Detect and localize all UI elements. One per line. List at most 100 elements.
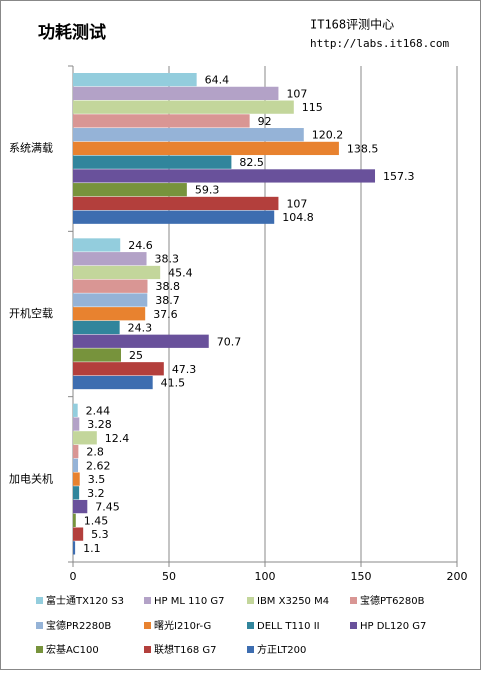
bar — [73, 472, 80, 486]
y-tick-label: 开机空载 — [9, 306, 53, 320]
bar — [73, 320, 120, 335]
bar — [73, 431, 97, 445]
y-tick-label: 系统满载 — [9, 142, 53, 155]
bar — [73, 527, 84, 541]
bar — [73, 541, 76, 555]
legend-label: 宏基AC100 — [46, 643, 99, 656]
legend-swatch — [350, 597, 357, 604]
bar — [73, 100, 294, 114]
value-label: 7.45 — [95, 501, 120, 514]
value-label: 38.7 — [155, 294, 180, 307]
legend-label: IBM X3250 M4 — [257, 596, 329, 607]
x-tick-label: 0 — [70, 570, 77, 583]
bar — [73, 403, 78, 417]
value-label: 47.3 — [172, 363, 197, 376]
legend-label: 曙光I210r-G — [154, 619, 211, 632]
value-label: 3.2 — [87, 487, 105, 500]
bar — [73, 73, 197, 87]
bar — [73, 279, 148, 293]
value-label: 25 — [129, 349, 143, 362]
bar — [73, 169, 376, 183]
value-label: 38.3 — [155, 253, 180, 266]
bar — [73, 444, 79, 459]
bar — [73, 486, 80, 500]
value-label: 120.2 — [312, 129, 344, 142]
bar — [73, 141, 339, 156]
value-label: 24.6 — [128, 239, 153, 252]
value-label: 2.8 — [86, 446, 104, 459]
value-label: 107 — [286, 87, 307, 100]
legend-label: 富士通TX120 S3 — [46, 594, 124, 607]
legend-label: HP ML 110 G7 — [154, 596, 224, 607]
legend-label: 宝德PR2280B — [46, 619, 111, 632]
legend-swatch — [36, 622, 43, 629]
x-tick-label: 50 — [162, 570, 176, 583]
value-label: 37.6 — [153, 308, 178, 321]
legend-swatch — [36, 646, 43, 653]
legend-label: HP DL120 G7 — [360, 621, 426, 632]
value-label: 157.3 — [383, 170, 415, 183]
bar — [73, 238, 121, 252]
value-label: 104.8 — [282, 211, 314, 224]
value-label: 5.3 — [91, 528, 109, 541]
legend-swatch — [350, 622, 357, 629]
legend-label: 联想T168 G7 — [154, 643, 217, 656]
chart-title: 功耗测试 — [38, 22, 106, 43]
bar — [73, 210, 275, 224]
bar — [73, 417, 80, 431]
value-label: 24.3 — [128, 322, 153, 335]
value-label: 12.4 — [105, 432, 130, 445]
bar — [73, 458, 79, 472]
y-tick-label: 加电关机 — [9, 471, 53, 485]
legend-swatch — [247, 597, 254, 604]
bar — [73, 252, 147, 266]
bar — [73, 513, 76, 527]
bar — [73, 334, 209, 348]
value-label: 138.5 — [347, 142, 379, 155]
legend-swatch — [144, 597, 151, 604]
value-label: 1.1 — [83, 542, 101, 555]
annotation: http://labs.it168.com — [310, 37, 449, 50]
value-label: 45.4 — [168, 266, 193, 279]
bar — [73, 265, 161, 280]
bar — [73, 499, 88, 514]
value-label: 82.5 — [239, 156, 264, 169]
legend-swatch — [247, 646, 254, 653]
value-label: 41.5 — [161, 377, 186, 390]
value-label: 3.28 — [87, 418, 112, 431]
value-label: 1.45 — [84, 514, 109, 527]
bar — [73, 114, 250, 128]
bar — [73, 183, 187, 197]
bar — [73, 86, 279, 101]
value-label: 64.4 — [205, 74, 230, 87]
annotation: IT168评测中心 — [310, 17, 394, 32]
value-label: 70.7 — [217, 335, 242, 348]
x-tick-label: 200 — [447, 570, 468, 583]
bar — [73, 362, 164, 376]
value-label: 3.5 — [88, 473, 106, 486]
bar — [73, 293, 148, 307]
value-label: 2.44 — [86, 404, 111, 417]
legend-swatch — [247, 622, 254, 629]
bar — [73, 375, 153, 390]
bar — [73, 307, 146, 321]
legend-label: 宝德PT6280B — [360, 594, 425, 607]
legend-swatch — [36, 597, 43, 604]
x-tick-label: 150 — [351, 570, 372, 583]
value-label: 59.3 — [195, 184, 220, 197]
value-label: 38.8 — [155, 280, 180, 293]
x-tick-label: 100 — [255, 570, 276, 583]
legend-swatch — [144, 646, 151, 653]
value-label: 2.62 — [86, 459, 111, 472]
legend-swatch — [144, 622, 151, 629]
value-label: 115 — [302, 101, 323, 114]
bar — [73, 196, 279, 211]
bar — [73, 155, 232, 169]
bar — [73, 128, 304, 142]
value-label: 92 — [258, 115, 272, 128]
legend-label: 方正LT200 — [257, 643, 306, 656]
legend-label: DELL T110 II — [257, 621, 320, 632]
value-label: 107 — [286, 197, 307, 210]
bar — [73, 348, 121, 362]
